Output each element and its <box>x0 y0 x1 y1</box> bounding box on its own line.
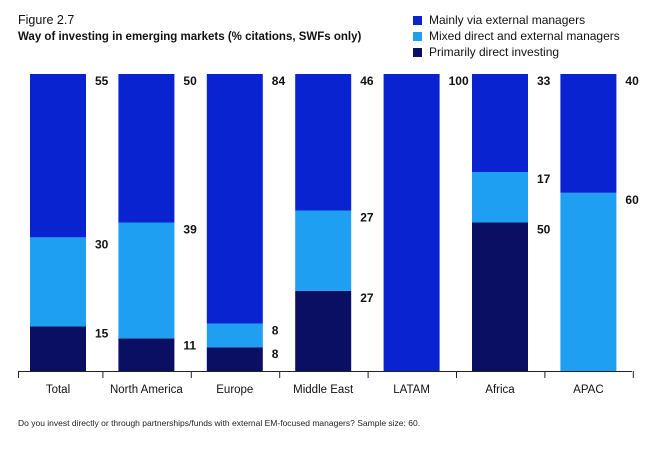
chart-title: Way of investing in emerging markets (% … <box>18 31 362 43</box>
data-label-total-mixed: 30 <box>95 237 109 251</box>
legend-swatch-mixed <box>413 32 422 41</box>
bar-total-mixed <box>30 237 86 327</box>
bar-europe-direct <box>206 347 263 371</box>
bar-north-america-direct <box>118 338 175 371</box>
bar-africa-mixed <box>472 172 528 223</box>
bar-latam-external <box>383 74 440 371</box>
figure-label: Figure 2.7 <box>18 13 75 27</box>
data-label-africa-direct: 50 <box>537 223 551 237</box>
bar-north-america-external <box>118 74 175 223</box>
bar-africa-direct <box>472 222 528 371</box>
legend-swatch-direct <box>413 48 422 57</box>
tick-label-apac: APAC <box>573 384 603 396</box>
legend-swatch-external <box>413 16 422 25</box>
footnote: Do you invest directly or through partne… <box>18 418 421 428</box>
data-label-africa-external: 33 <box>537 74 551 88</box>
bar-africa-external <box>472 74 528 173</box>
data-label-latam-external: 100 <box>449 74 469 88</box>
data-label-total-direct: 15 <box>95 326 109 340</box>
bar-europe-mixed <box>206 323 263 348</box>
bar-middle-east-direct <box>295 290 352 371</box>
data-label-middle-east-direct: 27 <box>360 291 374 305</box>
data-label-north-america-mixed: 39 <box>183 223 197 237</box>
bar-middle-east-mixed <box>295 210 352 291</box>
bar-middle-east-external <box>295 74 352 211</box>
data-label-europe-direct: 8 <box>272 347 279 361</box>
data-label-europe-mixed: 8 <box>272 323 279 337</box>
legend-label-direct: Primarily direct investing <box>429 45 560 59</box>
data-label-middle-east-mixed: 27 <box>360 211 374 225</box>
data-label-north-america-external: 50 <box>183 74 197 88</box>
data-label-total-external: 55 <box>95 74 109 88</box>
data-label-apac-mixed: 60 <box>625 193 639 207</box>
bar-north-america-mixed <box>118 222 175 339</box>
bar-apac-mixed <box>560 192 617 371</box>
bar-apac-external <box>560 74 617 193</box>
data-label-europe-external: 84 <box>272 74 286 88</box>
data-label-apac-external: 40 <box>625 74 639 88</box>
tick-label-total: Total <box>46 384 70 396</box>
bar-total-direct <box>30 326 86 371</box>
tick-label-africa: Africa <box>485 384 515 396</box>
tick-label-north-america: North America <box>110 384 183 396</box>
tick-label-latam: LATAM <box>393 384 430 396</box>
legend-label-external: Mainly via external managers <box>429 13 586 27</box>
data-label-africa-mixed: 17 <box>537 172 551 186</box>
bar-total-external <box>30 74 86 238</box>
tick-label-middle-east: Middle East <box>293 384 354 396</box>
legend-label-mixed: Mixed direct and external managers <box>429 29 620 43</box>
data-label-middle-east-external: 46 <box>360 74 374 88</box>
data-label-north-america-direct: 11 <box>183 338 196 352</box>
tick-label-europe: Europe <box>216 384 253 396</box>
bar-europe-external <box>206 74 263 324</box>
